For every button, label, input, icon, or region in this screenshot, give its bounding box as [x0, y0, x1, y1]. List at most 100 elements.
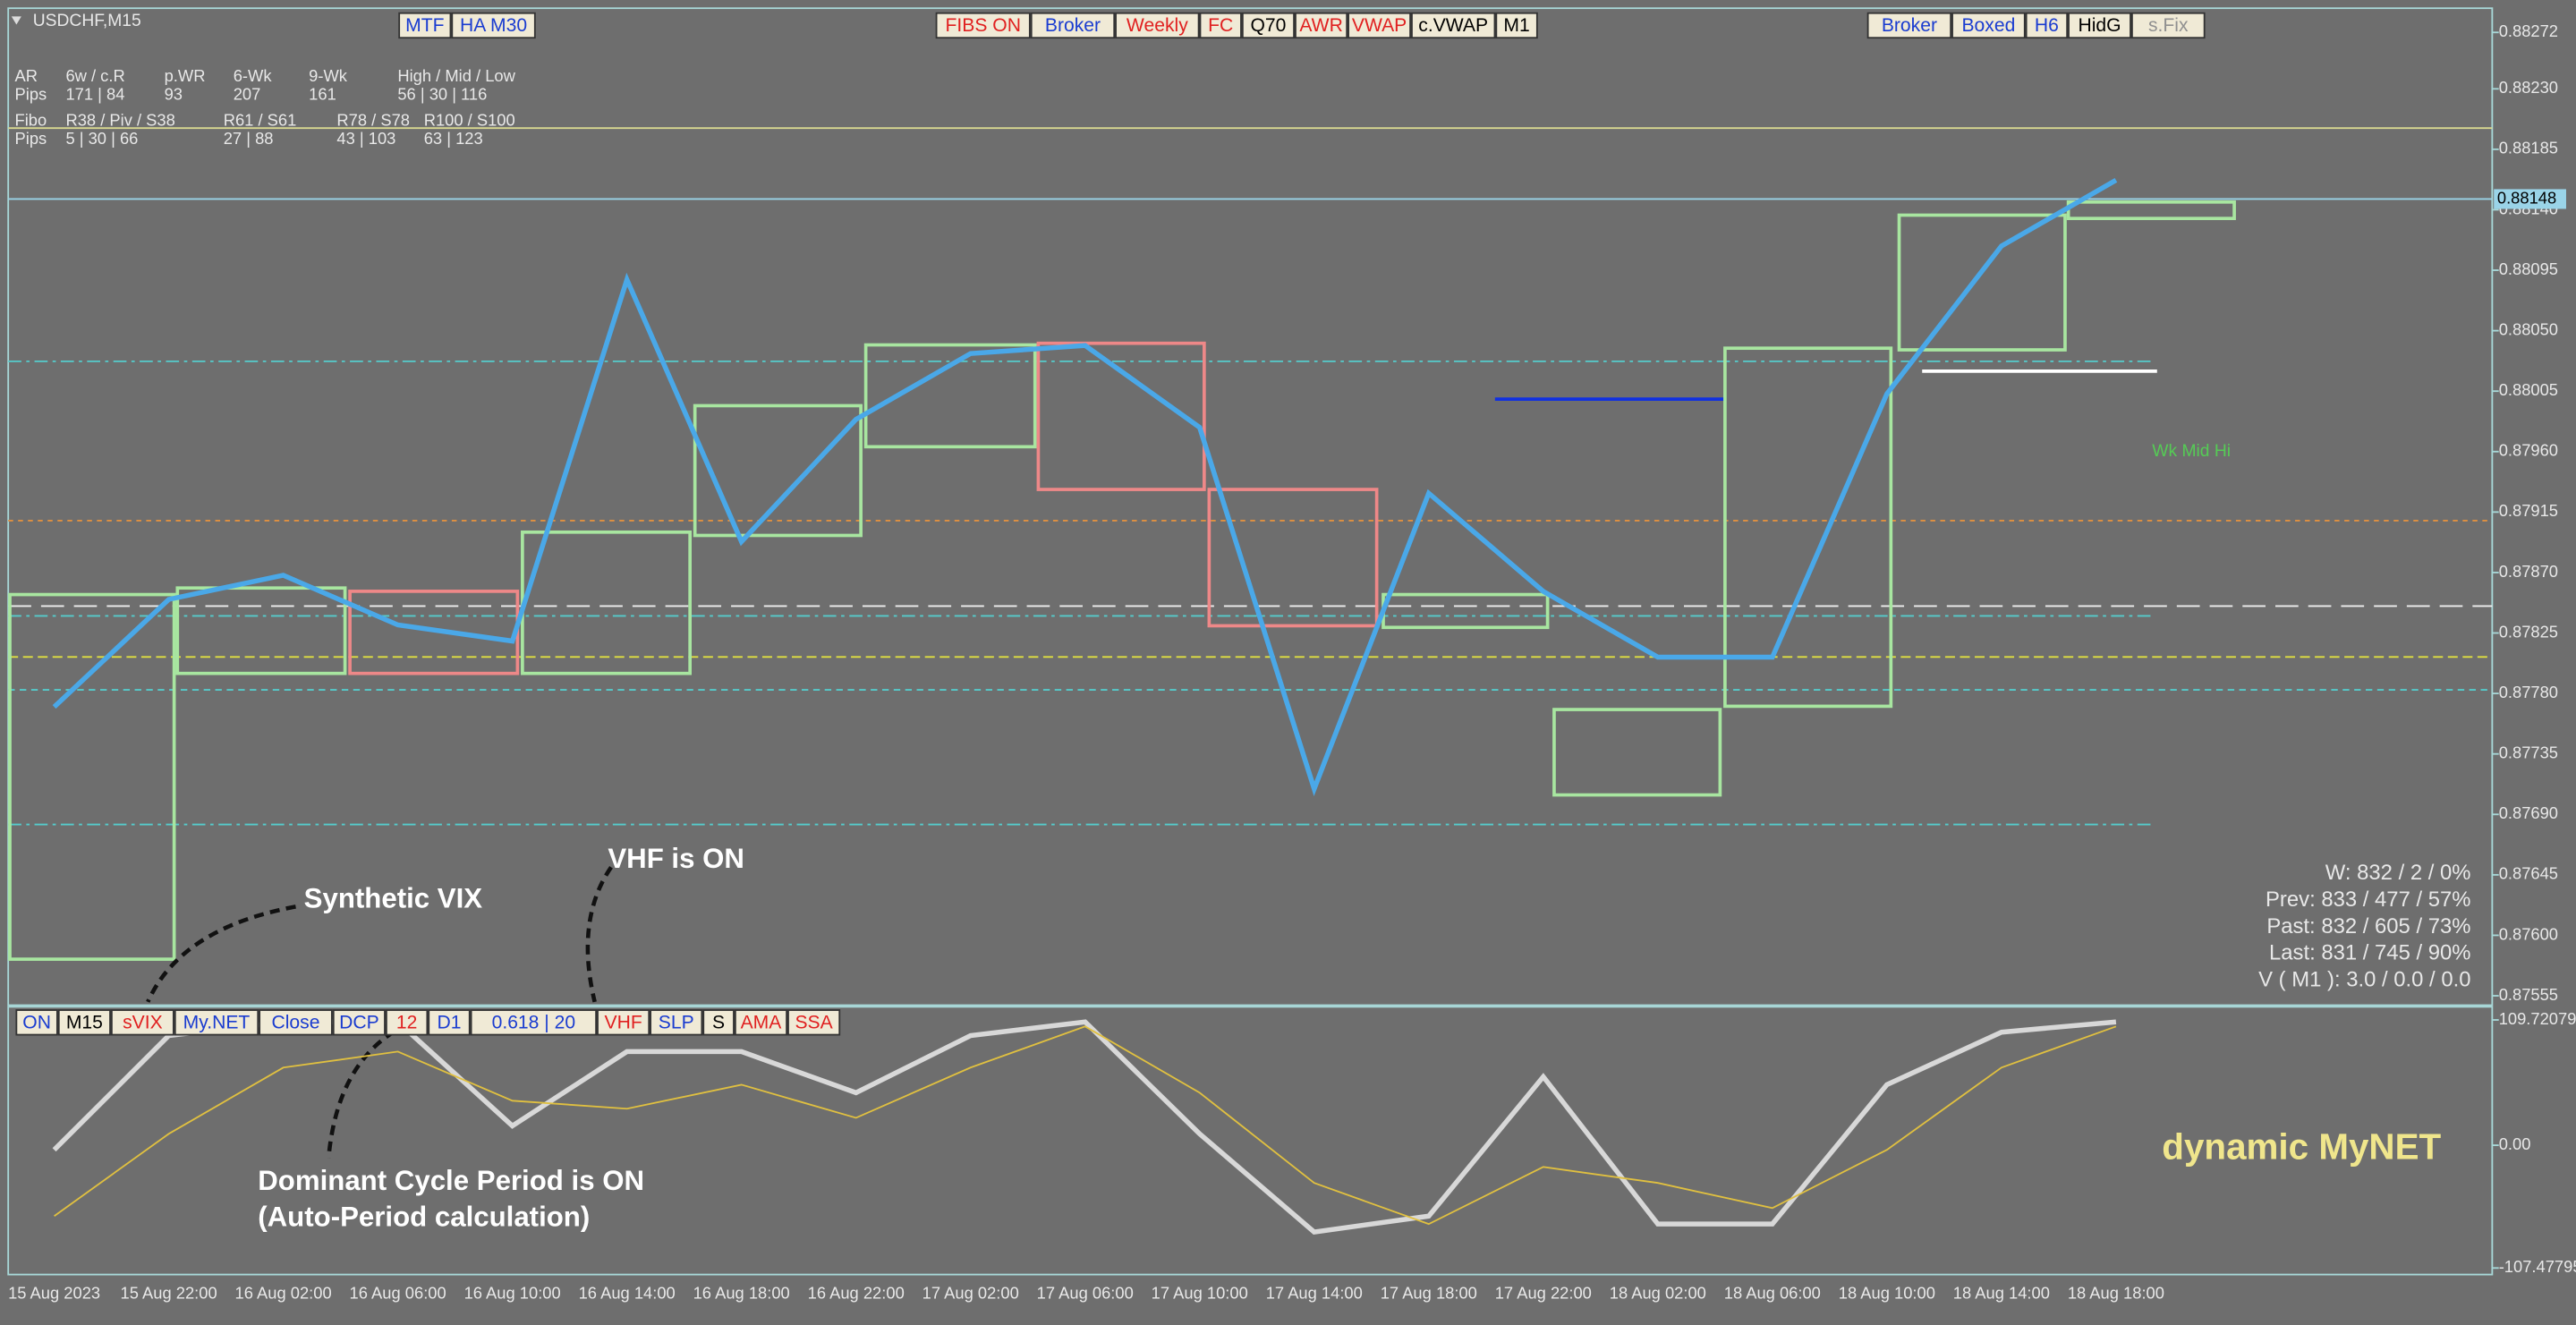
button[interactable] — [385, 1009, 429, 1036]
stat: High / Mid / Low — [397, 66, 515, 85]
indicator-name: dynamic MyNET — [2162, 1126, 2441, 1168]
x-tick-label: 16 Aug 18:00 — [693, 1283, 790, 1302]
price-panel — [7, 7, 2494, 1006]
button[interactable] — [1030, 12, 1116, 39]
button-label[interactable]: sVIX — [123, 1012, 163, 1032]
button[interactable] — [1115, 12, 1200, 39]
arrow — [146, 905, 296, 1003]
button-label[interactable]: Broker — [1045, 15, 1101, 36]
range-box — [175, 586, 347, 675]
y-tick-label: 0.88185 — [2499, 139, 2558, 157]
button[interactable] — [110, 1009, 174, 1036]
button-label[interactable]: Q70 — [1251, 15, 1287, 36]
y-tick-label: 0.87735 — [2499, 743, 2558, 762]
button-label[interactable]: AMA — [741, 1012, 783, 1032]
arrows — [146, 866, 613, 1159]
x-tick-label: 16 Aug 02:00 — [235, 1283, 332, 1302]
button-label[interactable]: D1 — [437, 1012, 461, 1032]
collapse-icon[interactable] — [11, 16, 21, 25]
button[interactable] — [734, 1009, 788, 1036]
button[interactable] — [57, 1009, 111, 1036]
stat: 5 | 30 | 66 — [65, 129, 138, 148]
x-tick-label: 18 Aug 14:00 — [1953, 1283, 2050, 1302]
button-label[interactable]: 0.618 | 20 — [492, 1012, 576, 1032]
button-label[interactable]: SLP — [659, 1012, 694, 1032]
x-tick-label: 17 Aug 06:00 — [1037, 1283, 1134, 1302]
button-label[interactable]: SSA — [795, 1012, 833, 1032]
button-label[interactable]: Broker — [1882, 15, 1937, 36]
range-box — [1897, 213, 2067, 352]
x-tick-label: 15 Aug 22:00 — [121, 1283, 217, 1302]
button[interactable] — [2068, 12, 2131, 39]
y-tick-label: 0.88050 — [2499, 319, 2558, 338]
button[interactable] — [597, 1009, 650, 1036]
y-tick-label: 0.00 — [2499, 1134, 2531, 1153]
button[interactable] — [1411, 12, 1496, 39]
button[interactable] — [2130, 12, 2206, 39]
button-label[interactable]: M15 — [66, 1012, 103, 1032]
button[interactable] — [1241, 12, 1296, 39]
button-label[interactable]: DCP — [339, 1012, 379, 1032]
arrow — [326, 1029, 395, 1159]
x-tick-label: 18 Aug 10:00 — [1839, 1283, 1935, 1302]
button[interactable] — [1951, 12, 2026, 39]
button[interactable] — [15, 1009, 58, 1036]
y-tick-label: 0.87960 — [2499, 441, 2558, 460]
y-tick-label: 0.88272 — [2499, 21, 2558, 40]
button[interactable] — [1199, 12, 1242, 39]
button[interactable] — [470, 1009, 598, 1036]
button[interactable] — [935, 12, 1031, 39]
x-tick-label: 16 Aug 14:00 — [579, 1283, 676, 1302]
button[interactable] — [332, 1009, 386, 1036]
button-label[interactable]: HA M30 — [460, 15, 527, 36]
y-tick-label: 0.87915 — [2499, 501, 2558, 520]
x-tick-label: 18 Aug 02:00 — [1610, 1283, 1706, 1302]
button-label[interactable]: Boxed — [1961, 15, 2015, 36]
button-label[interactable]: AWR — [1299, 15, 1342, 36]
annotation: Dominant Cycle Period is ON — [258, 1165, 644, 1196]
stat: R38 / Piv / S38 — [65, 111, 174, 130]
level-label: Wk Mid Hi — [2152, 442, 2231, 461]
button[interactable] — [398, 12, 452, 39]
button-label[interactable]: HidG — [2078, 15, 2121, 36]
button[interactable] — [650, 1009, 703, 1036]
button-label[interactable]: MTF — [405, 15, 444, 36]
stat: 6w / c.R — [65, 66, 124, 85]
button-label[interactable]: s.Fix — [2148, 15, 2189, 36]
button[interactable] — [2025, 12, 2069, 39]
current-price-label: 0.88148 — [2497, 188, 2556, 207]
button[interactable] — [174, 1009, 259, 1036]
button[interactable] — [1495, 12, 1538, 39]
button[interactable] — [451, 12, 536, 39]
button-label[interactable]: FIBS ON — [945, 15, 1020, 36]
button-label[interactable]: FC — [1208, 15, 1233, 36]
button-label[interactable]: VHF — [604, 1012, 642, 1032]
button[interactable] — [702, 1009, 735, 1036]
y-tick-label: 109.72079 — [2499, 1009, 2576, 1028]
button-label[interactable]: My.NET — [183, 1012, 251, 1032]
button[interactable] — [259, 1009, 333, 1036]
button-label[interactable]: M1 — [1503, 15, 1529, 36]
y-tick-label: 0.87690 — [2499, 803, 2558, 822]
button[interactable] — [1295, 12, 1348, 39]
button-label[interactable]: ON — [22, 1012, 51, 1032]
button-label[interactable]: VWAP — [1352, 15, 1407, 36]
button-label[interactable]: H6 — [2035, 15, 2059, 36]
button-label[interactable]: c.VWAP — [1418, 15, 1488, 36]
y-tick-label: 0.87645 — [2499, 864, 2558, 883]
button-label[interactable]: Close — [272, 1012, 320, 1032]
button[interactable] — [428, 1009, 471, 1036]
current-price-box — [2494, 189, 2566, 209]
x-tick-label: 17 Aug 18:00 — [1381, 1283, 1477, 1302]
stat: Fibo — [15, 111, 47, 130]
stat: 43 | 103 — [336, 129, 395, 148]
stat: 6-Wk — [234, 66, 273, 85]
button-label[interactable]: Weekly — [1126, 15, 1188, 36]
button-label[interactable]: 12 — [396, 1012, 417, 1032]
button[interactable] — [1348, 12, 1412, 39]
annotation: VHF is ON — [608, 843, 744, 874]
stat: Pips — [15, 84, 47, 103]
button[interactable] — [1866, 12, 1952, 39]
button-label[interactable]: S — [712, 1012, 725, 1032]
button[interactable] — [787, 1009, 841, 1036]
